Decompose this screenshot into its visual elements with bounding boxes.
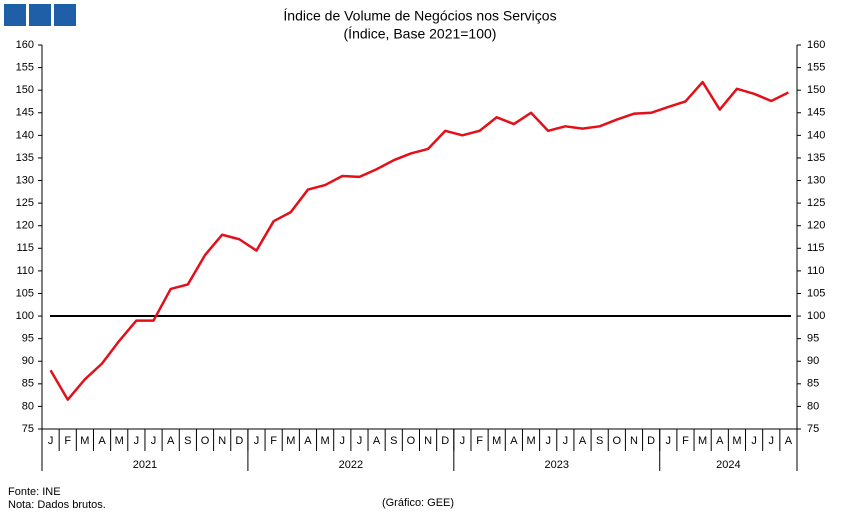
y-tick-label: 125 bbox=[16, 197, 34, 209]
y-tick-label: 75 bbox=[22, 423, 34, 435]
y2-tick-label: 105 bbox=[807, 287, 825, 299]
y2-tick-label: 110 bbox=[807, 265, 825, 277]
y2-tick-label: 160 bbox=[807, 39, 825, 51]
y-tick-label: 80 bbox=[22, 400, 34, 412]
y2-tick-label: 135 bbox=[807, 152, 825, 164]
x-tick-label: F bbox=[682, 435, 689, 447]
y-tick-label: 120 bbox=[16, 220, 34, 232]
x-tick-label: J bbox=[769, 435, 775, 447]
y2-tick-label: 75 bbox=[807, 423, 819, 435]
x-tick-label: D bbox=[441, 435, 449, 447]
x-tick-label: M bbox=[492, 435, 501, 447]
x-tick-label: A bbox=[579, 435, 587, 447]
y-tick-label: 160 bbox=[16, 39, 34, 51]
x-tick-label: A bbox=[785, 435, 793, 447]
x-tick-label: S bbox=[596, 435, 603, 447]
y2-tick-label: 120 bbox=[807, 220, 825, 232]
x-tick-label: J bbox=[340, 435, 346, 447]
group-label: 2022 bbox=[339, 459, 363, 471]
data-line bbox=[49, 80, 789, 401]
x-tick-label: F bbox=[270, 435, 277, 447]
x-tick-label: M bbox=[698, 435, 707, 447]
y2-tick-label: 130 bbox=[807, 174, 825, 186]
group-label: 2021 bbox=[133, 459, 157, 471]
group-label: 2023 bbox=[545, 459, 569, 471]
y-tick-label: 90 bbox=[22, 355, 34, 367]
x-tick-label: D bbox=[647, 435, 655, 447]
x-tick-label: M bbox=[286, 435, 295, 447]
note: Nota: Dados brutos. bbox=[8, 499, 106, 511]
x-tick-label: D bbox=[235, 435, 243, 447]
logo-block bbox=[4, 4, 26, 26]
x-tick-label: J bbox=[48, 435, 54, 447]
x-tick-label: M bbox=[321, 435, 330, 447]
y-tick-label: 140 bbox=[16, 129, 34, 141]
y2-tick-label: 155 bbox=[807, 61, 825, 73]
x-tick-label: M bbox=[80, 435, 89, 447]
y-tick-label: 110 bbox=[16, 265, 34, 277]
y-tick-label: 85 bbox=[22, 378, 34, 390]
x-tick-label: O bbox=[201, 435, 210, 447]
y2-tick-label: 145 bbox=[807, 107, 825, 119]
logo-block bbox=[54, 4, 76, 26]
x-tick-label: S bbox=[184, 435, 191, 447]
x-tick-label: O bbox=[407, 435, 416, 447]
y-tick-label: 150 bbox=[16, 84, 34, 96]
x-tick-label: J bbox=[357, 435, 363, 447]
x-tick-label: F bbox=[64, 435, 71, 447]
x-tick-label: J bbox=[460, 435, 466, 447]
x-tick-label: M bbox=[115, 435, 124, 447]
y-tick-label: 95 bbox=[22, 333, 34, 345]
x-tick-label: M bbox=[526, 435, 535, 447]
group-label: 2024 bbox=[716, 459, 740, 471]
x-tick-label: M bbox=[732, 435, 741, 447]
y-tick-label: 115 bbox=[16, 242, 34, 254]
chart-subtitle: (Índice, Base 2021=100) bbox=[344, 26, 497, 42]
x-tick-label: A bbox=[510, 435, 518, 447]
y-tick-label: 130 bbox=[16, 174, 34, 186]
x-tick-label: J bbox=[751, 435, 757, 447]
source: Fonte: INE bbox=[8, 486, 61, 498]
x-tick-label: J bbox=[545, 435, 551, 447]
y2-tick-label: 80 bbox=[807, 400, 819, 412]
y-tick-label: 145 bbox=[16, 107, 34, 119]
y-tick-label: 135 bbox=[16, 152, 34, 164]
x-tick-label: A bbox=[716, 435, 724, 447]
x-tick-label: J bbox=[254, 435, 260, 447]
x-tick-label: S bbox=[390, 435, 397, 447]
x-tick-label: F bbox=[476, 435, 483, 447]
y-tick-label: 100 bbox=[16, 310, 34, 322]
x-tick-label: A bbox=[167, 435, 175, 447]
chart-title: Índice de Volume de Negócios nos Serviço… bbox=[283, 8, 556, 24]
x-tick-label: A bbox=[304, 435, 312, 447]
x-tick-label: J bbox=[666, 435, 672, 447]
x-tick-label: A bbox=[373, 435, 381, 447]
y2-tick-label: 115 bbox=[807, 242, 825, 254]
y2-tick-label: 125 bbox=[807, 197, 825, 209]
y2-tick-label: 150 bbox=[807, 84, 825, 96]
logo-block bbox=[29, 4, 51, 26]
x-tick-label: J bbox=[134, 435, 140, 447]
y-tick-label: 105 bbox=[16, 287, 34, 299]
y2-tick-label: 85 bbox=[807, 378, 819, 390]
y2-tick-label: 100 bbox=[807, 310, 825, 322]
x-tick-label: N bbox=[630, 435, 638, 447]
y2-tick-label: 140 bbox=[807, 129, 825, 141]
y-tick-label: 155 bbox=[16, 61, 34, 73]
y2-tick-label: 95 bbox=[807, 333, 819, 345]
x-tick-label: N bbox=[218, 435, 226, 447]
credit: (Gráfico: GEE) bbox=[382, 497, 454, 509]
x-tick-label: A bbox=[98, 435, 106, 447]
x-tick-label: O bbox=[613, 435, 622, 447]
x-tick-label: J bbox=[563, 435, 569, 447]
y2-tick-label: 90 bbox=[807, 355, 819, 367]
x-tick-label: N bbox=[424, 435, 432, 447]
x-tick-label: J bbox=[151, 435, 157, 447]
